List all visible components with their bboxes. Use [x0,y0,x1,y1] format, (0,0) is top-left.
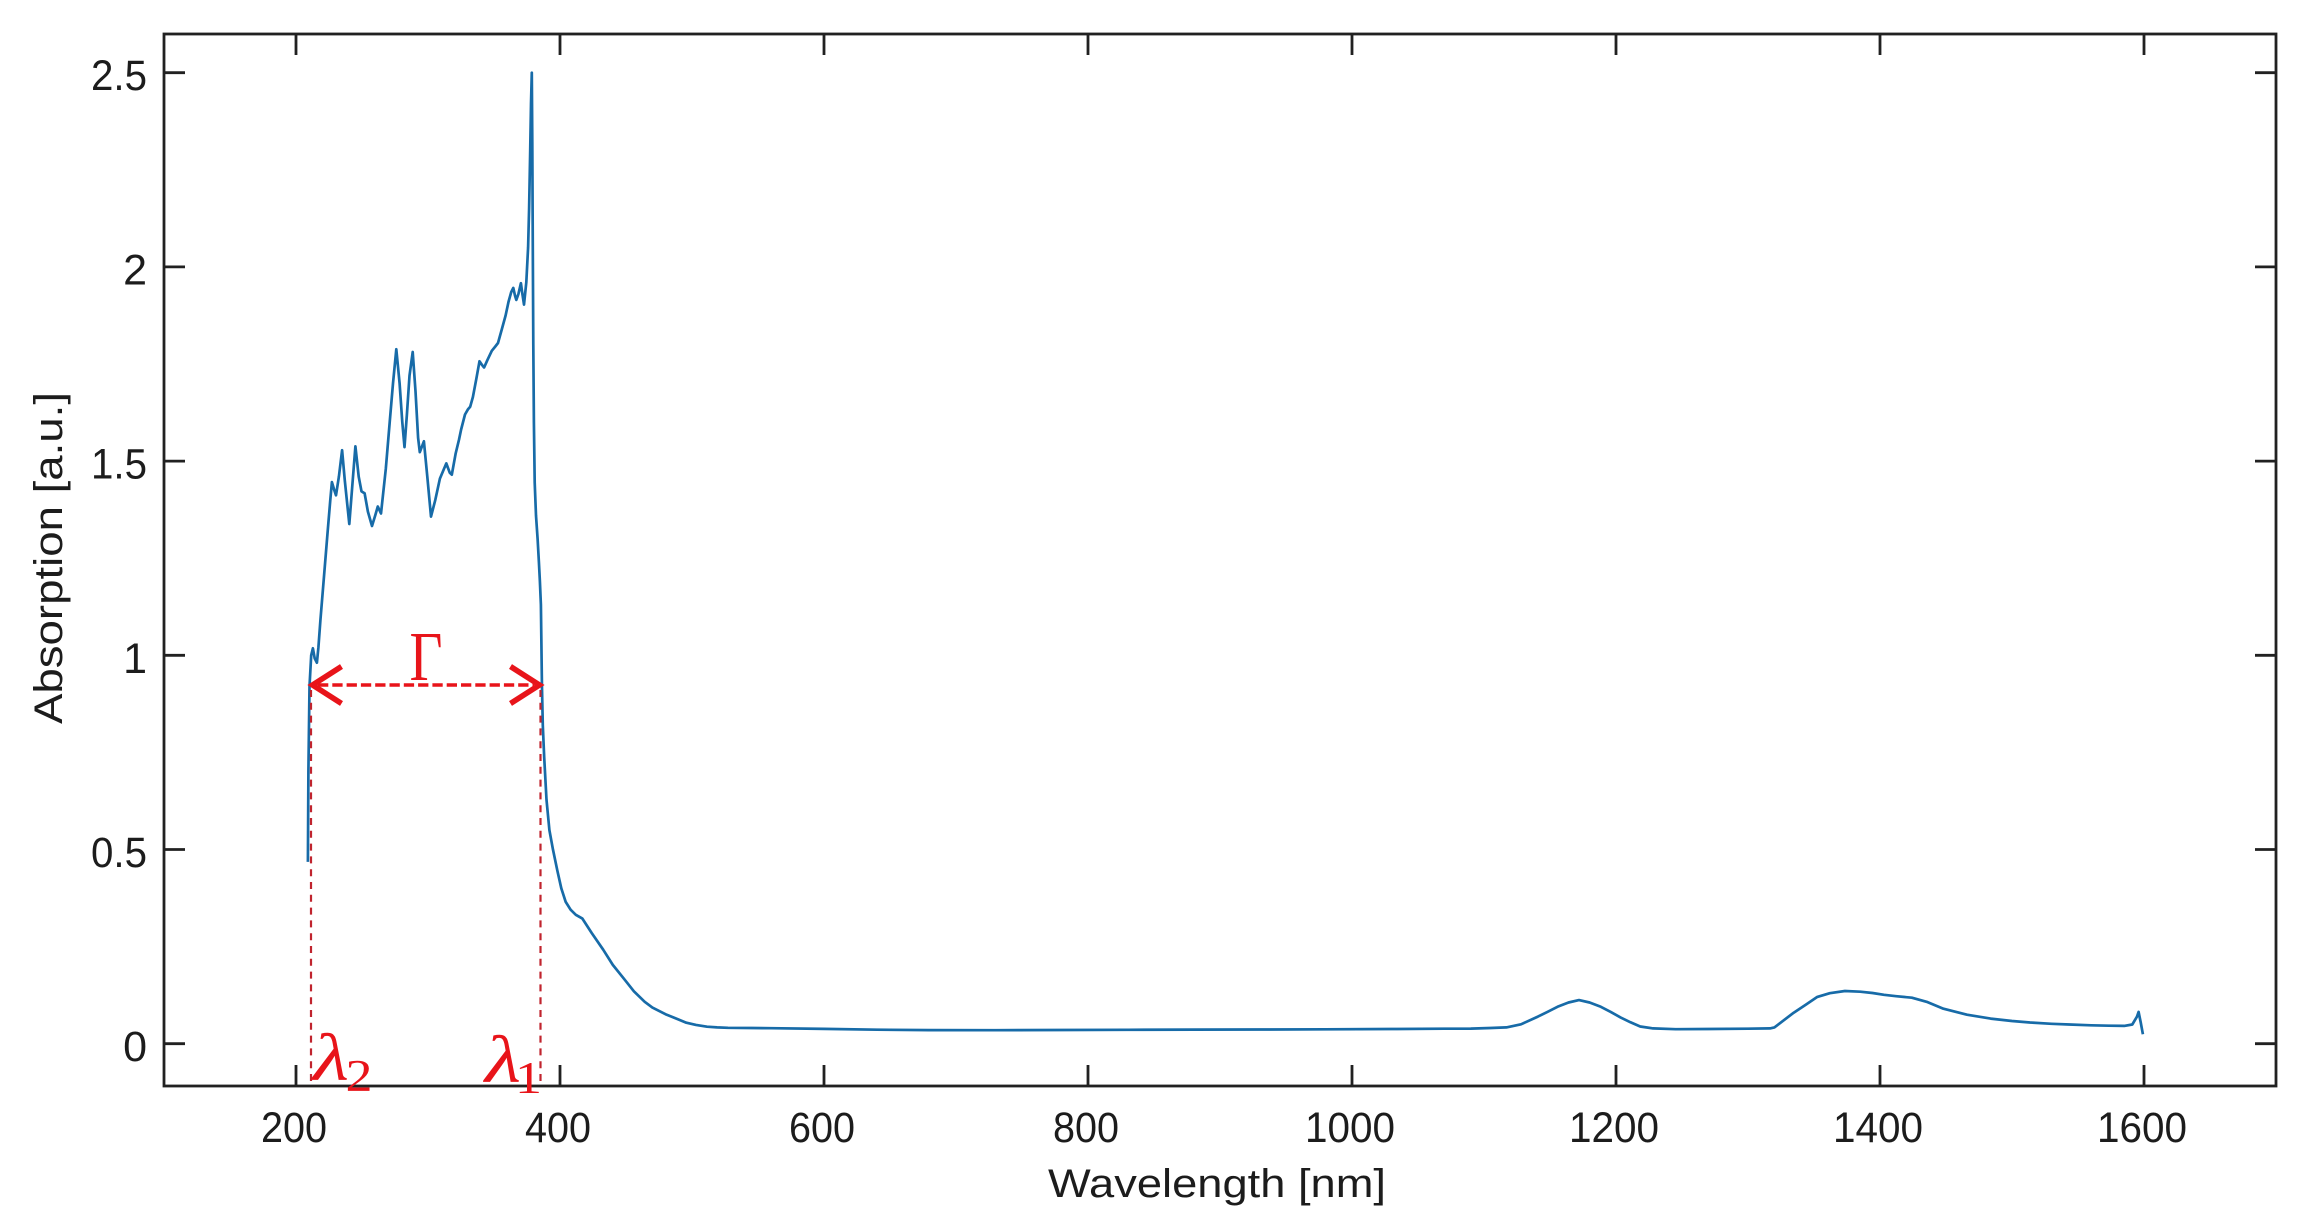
svg-text:Absorption [a.u.]: Absorption [a.u.] [27,392,71,724]
svg-text:600: 600 [789,1104,855,1152]
svg-text:Wavelength [nm]: Wavelength [nm] [1048,1162,1386,1206]
svg-text:0.5: 0.5 [91,829,147,877]
svg-text:2.5: 2.5 [91,52,147,100]
svg-text:λ: λ [483,1023,521,1097]
svg-text:1: 1 [515,1053,542,1103]
svg-text:400: 400 [525,1104,591,1152]
svg-text:1400: 1400 [1833,1104,1923,1152]
svg-text:0: 0 [123,1023,147,1071]
svg-text:1600: 1600 [2097,1104,2187,1152]
svg-text:λ: λ [311,1021,349,1095]
svg-text:800: 800 [1053,1104,1119,1152]
svg-text:2: 2 [123,246,147,294]
svg-text:2: 2 [346,1051,373,1101]
svg-text:1.5: 1.5 [91,441,147,489]
svg-text:1000: 1000 [1305,1104,1395,1152]
svg-text:1200: 1200 [1569,1104,1659,1152]
svg-text:Γ: Γ [410,619,443,696]
svg-text:200: 200 [261,1104,327,1152]
svg-text:1: 1 [123,635,147,683]
